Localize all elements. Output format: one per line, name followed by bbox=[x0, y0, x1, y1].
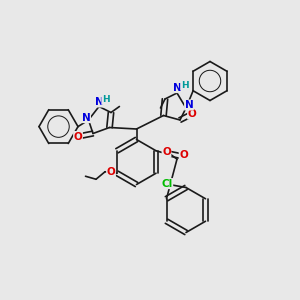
Text: O: O bbox=[74, 131, 82, 142]
Text: Cl: Cl bbox=[161, 178, 173, 189]
Text: N: N bbox=[82, 112, 91, 123]
Text: N: N bbox=[95, 97, 104, 107]
Text: N: N bbox=[184, 100, 194, 110]
Text: O: O bbox=[162, 147, 171, 157]
Text: O: O bbox=[188, 109, 196, 119]
Text: H: H bbox=[102, 95, 110, 104]
Text: H: H bbox=[181, 81, 188, 90]
Text: O: O bbox=[179, 150, 188, 160]
Text: O: O bbox=[106, 167, 116, 177]
Text: N: N bbox=[173, 82, 182, 93]
